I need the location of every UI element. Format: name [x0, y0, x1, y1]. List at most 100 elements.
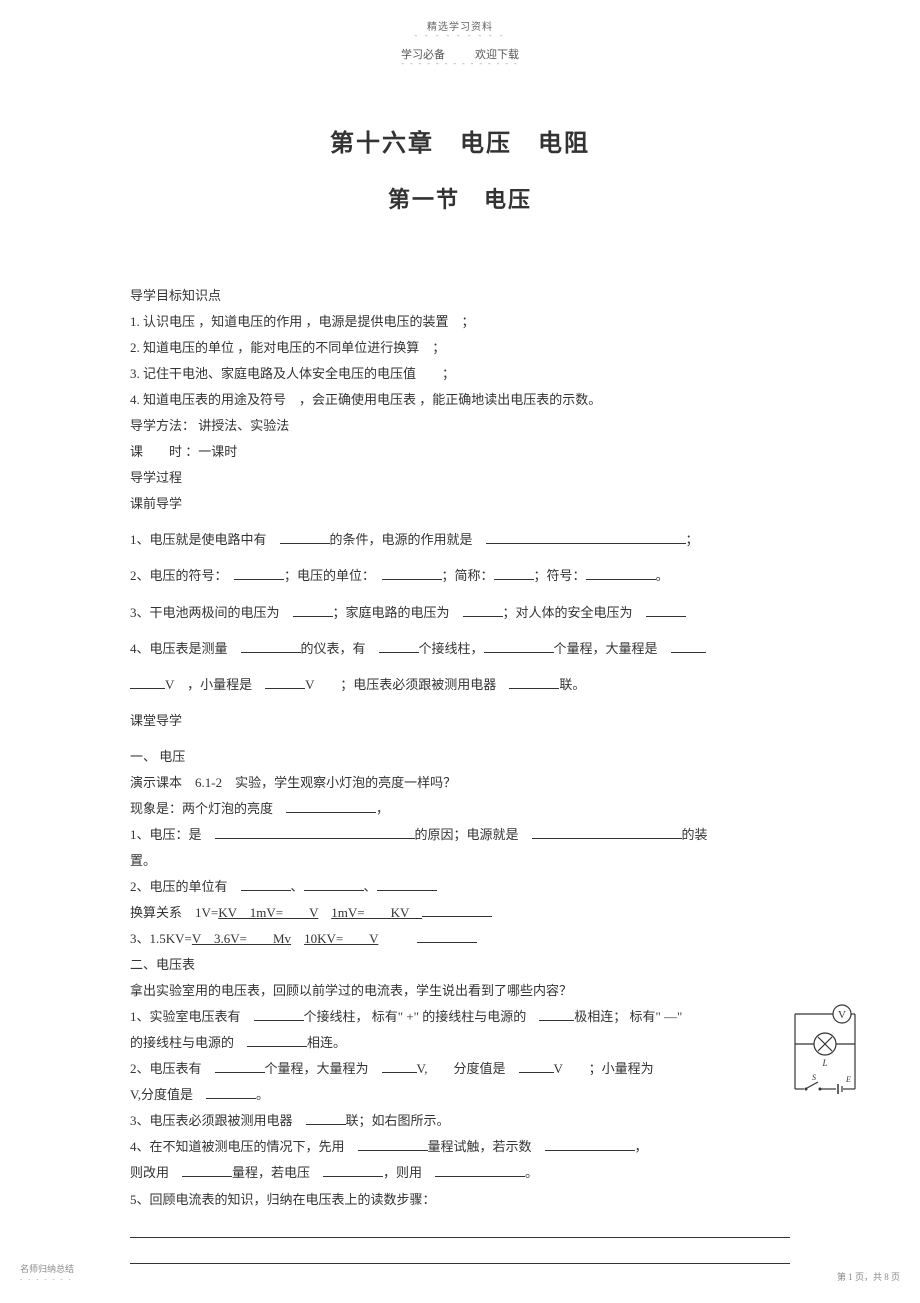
q4l2-b: V ；电压表必须跟被测用电器	[305, 677, 509, 692]
blank	[247, 1033, 307, 1047]
blank	[382, 566, 442, 580]
blank	[494, 566, 534, 580]
svg-text:E: E	[845, 1075, 851, 1084]
q4-c: 个量程，大量程是	[554, 641, 671, 656]
s2q4l2-end: 。	[525, 1165, 538, 1180]
goal-3: 3. 记住干电池、家庭电路及人体安全电压的电压值 ；	[130, 362, 790, 386]
footer-dots: - - - - - - -	[20, 1275, 74, 1283]
header-dots: - - - - - - - - -	[0, 31, 920, 40]
conv-a: KV 1mV= V	[218, 905, 318, 920]
s2q4-pre: 4、在不知道被测电压的情况下，先用	[130, 1139, 358, 1154]
svg-text:L: L	[821, 1058, 827, 1068]
q1-end: ；	[686, 532, 699, 547]
phenomenon: 现象是：两个灯泡的亮度 ，	[130, 797, 790, 821]
blank	[182, 1163, 232, 1177]
blank	[545, 1137, 635, 1151]
demo-text: 演示课本 6.1-2 实验，学生观察小灯泡的亮度一样吗？	[130, 771, 790, 795]
svg-text:S: S	[812, 1073, 816, 1082]
blank	[215, 825, 415, 839]
blank	[509, 675, 559, 689]
section-title: 第一节 电压	[0, 182, 920, 214]
s2q2l2-pre: V,分度值是	[130, 1087, 206, 1102]
s2q2-pre: 2、电压表有	[130, 1061, 215, 1076]
section-2-header: 二、电压表	[130, 953, 790, 977]
blank	[382, 1059, 417, 1073]
blank	[265, 675, 305, 689]
chapter-title: 第十六章 电压 电阻	[0, 123, 920, 158]
q2-end: 。	[656, 568, 669, 583]
blank	[484, 639, 554, 653]
blank	[280, 530, 330, 544]
s2-q4-line2: 则改用 量程，若电压 ，则用 。	[130, 1161, 790, 1185]
goal-2: 2. 知道电压的单位 ，能对电压的不同单位进行换算 ；	[130, 336, 790, 360]
footer-right: 第 1 页，共 8 页	[837, 1270, 900, 1283]
s1-q1: 1、电压：是 的原因；电源就是 的装	[130, 823, 790, 847]
q1-pre: 1、电压就是使电路中有	[130, 532, 280, 547]
s2q2-a: 个量程，大量程为	[265, 1061, 382, 1076]
q2-c: ；符号：	[534, 568, 586, 583]
conv-b: 1mV= KV	[331, 905, 422, 920]
blank	[586, 566, 656, 580]
s2q2-c: V ；小量程为	[554, 1061, 654, 1076]
sep: 、	[364, 879, 377, 894]
blank	[671, 639, 706, 653]
q3-a: ；家庭电路的电压为	[333, 605, 463, 620]
s1q2-pre: 2、电压的单位有	[130, 879, 241, 894]
method: 导学方法： 讲授法、实验法	[130, 414, 790, 438]
preclass-header: 课前导学	[130, 492, 790, 516]
goal-4: 4. 知道电压表的用途及符号 ，会正确使用电压表 ，能正确地读出电压表的示数。	[130, 388, 790, 412]
question-4: 4、电压表是测量 的仪表，有 个接线柱，个量程，大量程是	[130, 637, 790, 661]
s2-q3: 3、电压表必须跟被测用电器 联；如右图所示。	[130, 1109, 790, 1133]
blank	[241, 639, 301, 653]
s2q4l2-a: 量程，若电压	[232, 1165, 323, 1180]
answer-line	[130, 1244, 790, 1264]
blank	[358, 1137, 428, 1151]
s2q4-end: ，	[635, 1139, 648, 1154]
blank	[532, 825, 682, 839]
s2q3-pre: 3、电压表必须跟被测用电器	[130, 1113, 306, 1128]
blank	[377, 877, 437, 891]
s2-q1: 1、实验室电压表有 个接线柱， 标有" +" 的接线柱与电源的 极相连； 标有"…	[130, 1005, 790, 1029]
s1q1-pre: 1、电压：是	[130, 827, 215, 842]
s2q1-a: 个接线柱， 标有" +" 的接线柱与电源的	[304, 1009, 540, 1024]
s1-q1-line2: 置。	[130, 849, 790, 873]
q4-a: 的仪表，有	[301, 641, 379, 656]
blank	[206, 1085, 256, 1099]
s1-q3: 3、1.5KV=V 3.6V= Mv 10KV= V	[130, 927, 790, 951]
blank	[306, 1111, 346, 1125]
s2q1l2-end: 相连。	[307, 1035, 346, 1050]
q2-b: ；简称：	[442, 568, 494, 583]
s1q3-a: V 3.6V= Mv	[192, 931, 291, 946]
q1-mid: 的条件，电源的作用就是	[330, 532, 486, 547]
inclass-header: 课堂导学	[130, 709, 790, 733]
blank	[435, 1163, 525, 1177]
s1q3-pre: 3、1.5KV=	[130, 931, 192, 946]
section-1-header: 一、 电压	[130, 745, 790, 769]
q4l2-end: 联。	[559, 677, 585, 692]
blank	[646, 603, 686, 617]
blank	[304, 877, 364, 891]
blank	[539, 1007, 574, 1021]
s1q3-b: 10KV= V	[304, 931, 378, 946]
q3-b: ；对人体的安全电压为	[503, 605, 646, 620]
answer-line	[130, 1218, 790, 1238]
header-dash: - - - - - - - - - - - - - -	[0, 59, 920, 68]
blank	[379, 639, 419, 653]
sep: 、	[291, 879, 304, 894]
s2-q2-line2: V,分度值是 。	[130, 1083, 790, 1107]
blank	[422, 903, 492, 917]
svg-text:V: V	[838, 1009, 846, 1021]
footer-left-text: 名师归纳总结	[20, 1262, 74, 1275]
blank	[486, 530, 686, 544]
s2q4l2-pre: 则改用	[130, 1165, 182, 1180]
s2q2-b: V, 分度值是	[417, 1061, 519, 1076]
question-1: 1、电压就是使电路中有 的条件，电源的作用就是 ；	[130, 528, 790, 552]
s2q1l2-pre: 的接线柱与电源的	[130, 1035, 247, 1050]
s2-intro: 拿出实验室用的电压表，回顾以前学过的电流表，学生说出看到了哪些内容？	[130, 979, 790, 1003]
s2-q2: 2、电压表有 个量程，大量程为 V, 分度值是 V ；小量程为	[130, 1057, 790, 1081]
question-3: 3、干电池两极间的电压为 ；家庭电路的电压为 ；对人体的安全电压为	[130, 601, 790, 625]
q4-pre: 4、电压表是测量	[130, 641, 241, 656]
q3-pre: 3、干电池两极间的电压为	[130, 605, 293, 620]
blank	[323, 1163, 383, 1177]
question-4-line2: V ，小量程是 V ；电压表必须跟被测用电器 联。	[130, 673, 790, 697]
